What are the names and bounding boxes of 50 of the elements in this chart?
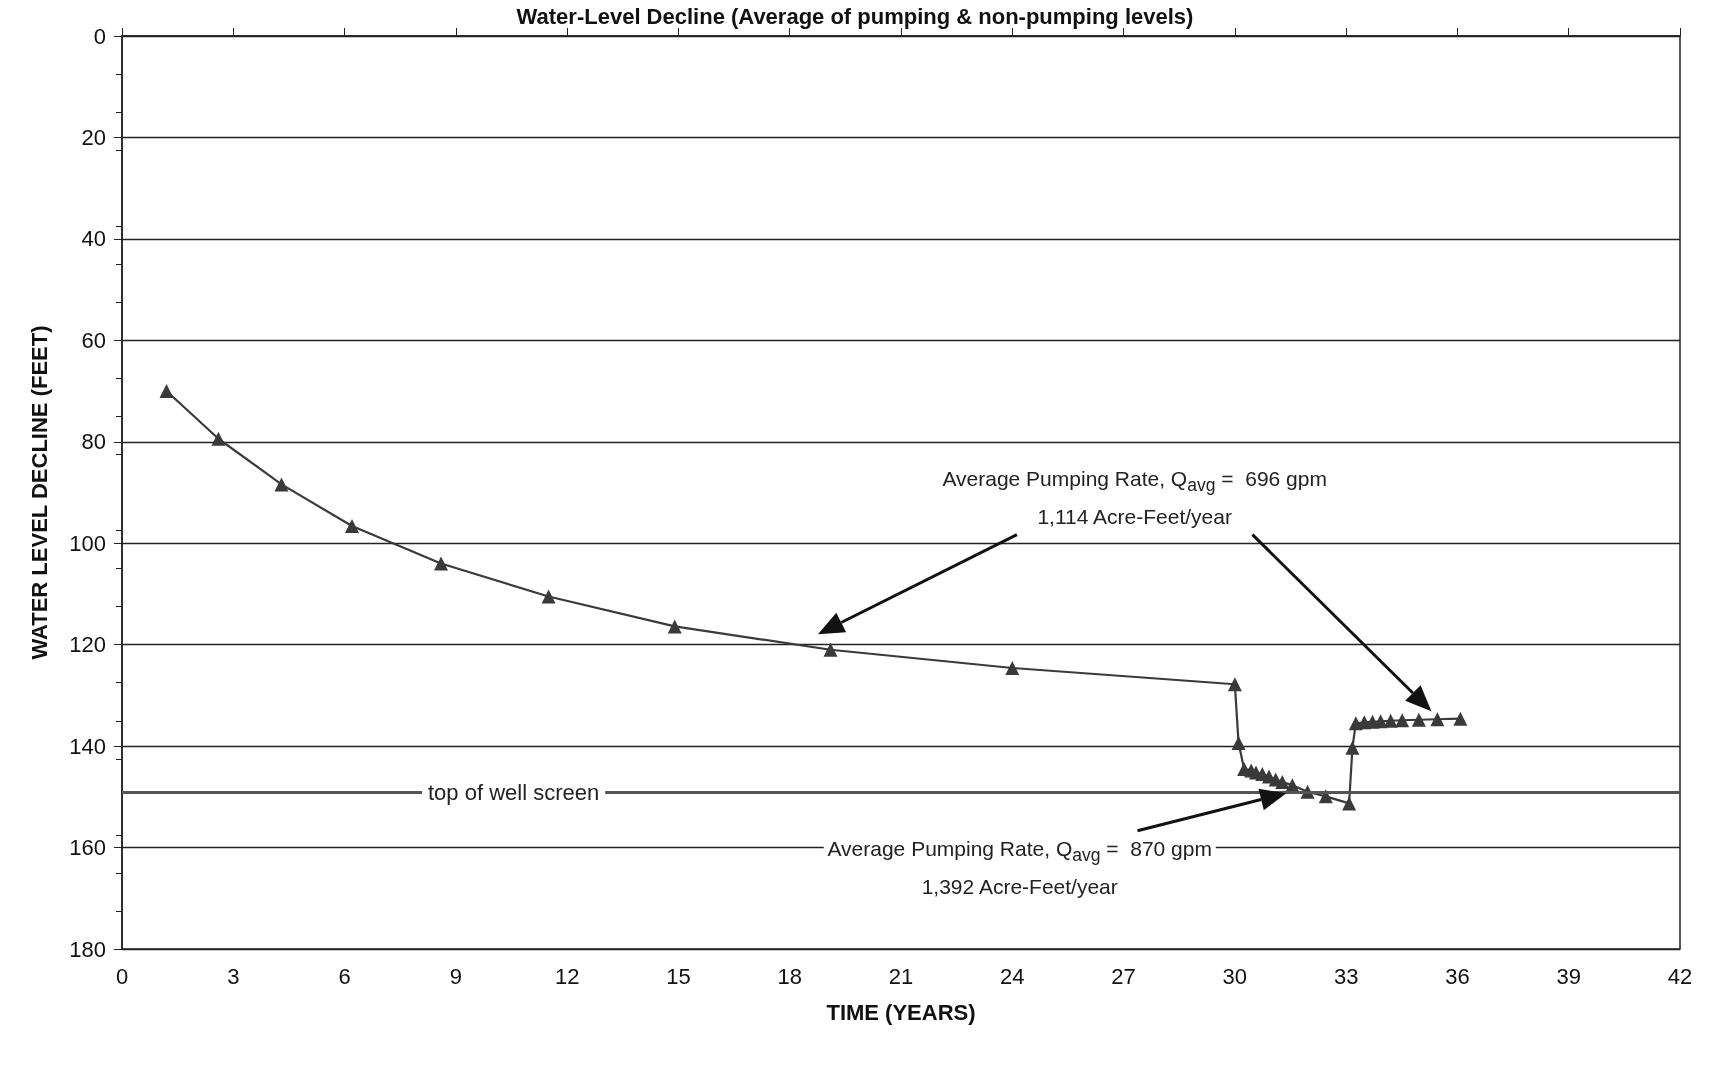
y-tick-label: 100 [69,530,106,556]
point [667,619,682,634]
point [434,556,449,571]
x-tick-label: 33 [1333,963,1359,989]
y-tick-label: 60 [81,327,106,353]
point [1275,775,1290,790]
point [274,477,289,492]
x-tick-label: 27 [1111,963,1136,989]
y-tick-label: 180 [69,936,106,962]
x-tick-label: 21 [888,963,914,989]
y-axis-title: WATER LEVEL DECLINE (FEET) [26,325,52,660]
x-tick-label: 6 [338,963,351,989]
point [1430,712,1445,727]
point [541,589,556,604]
ref-line-label: top of well screen [428,780,600,806]
x-tick-label: 18 [777,963,802,989]
y-tick-label: 40 [81,226,106,252]
point [1342,796,1357,811]
point [1005,661,1020,675]
point [159,384,174,399]
point [1411,712,1426,727]
point [1227,677,1242,692]
x-tick-label: 9 [449,963,462,989]
annotation: Average Pumping Rate, Q$_{avg}$ = 870 gpm 1,392 Acre-Feet/year [823,832,1216,903]
y-tick-label: 80 [81,429,106,455]
y-tick-label: 20 [81,124,106,150]
x-tick-label: 0 [115,963,129,989]
x-tick-label: 24 [1000,963,1025,989]
y-tick-label: 0 [93,23,106,49]
chart-title: Water-Level Decline (Average of pumping & non-pumping levels) [516,3,1194,29]
point [344,518,359,533]
x-tick-label: 39 [1556,963,1581,989]
x-tick-label: 30 [1222,963,1248,989]
point [1453,711,1468,726]
y-tick-label: 140 [69,733,106,759]
x-axis-title: TIME (YEARS) [826,999,976,1025]
point [823,642,838,657]
point [1345,740,1360,755]
x-tick-label: 36 [1445,963,1470,989]
y-tick-label: 120 [69,632,106,658]
x-tick-label: 42 [1667,963,1693,989]
x-tick-label: 12 [554,963,580,989]
point [1383,713,1398,728]
y-tick-label: 160 [69,835,106,861]
point [1395,713,1410,728]
point [1231,736,1246,751]
point [211,431,226,446]
annotation: Average Pumping Rate, Q$_{avg}$ = 696 gpm 1,114 Acre-Feet/year [938,462,1331,533]
x-tick-label: 15 [666,963,691,989]
x-tick-label: 3 [227,963,240,989]
